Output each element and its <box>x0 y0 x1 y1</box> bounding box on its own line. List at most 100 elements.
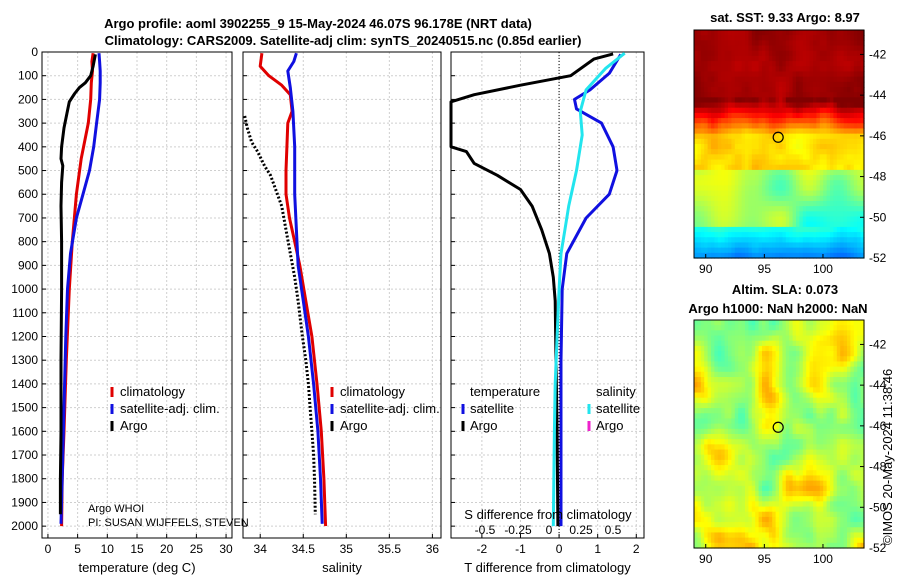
map-cell <box>850 371 855 378</box>
map-cell <box>830 527 834 534</box>
map-cell <box>843 87 848 93</box>
map-cell <box>721 418 726 425</box>
map-cell <box>738 335 743 342</box>
map-cell <box>840 361 845 368</box>
map-cell <box>697 356 702 363</box>
map-cell <box>826 387 831 394</box>
map-cell <box>721 366 726 373</box>
map-cell <box>738 491 743 497</box>
map-cell <box>796 237 800 244</box>
map-cell <box>734 30 739 36</box>
map-cell <box>826 35 831 41</box>
map-cell <box>819 112 824 119</box>
map-cell <box>741 475 746 482</box>
map-cell <box>762 112 766 119</box>
map-cell <box>700 123 705 130</box>
map-cell <box>748 320 753 326</box>
map-cell <box>741 133 746 140</box>
map-cell <box>694 491 698 497</box>
map-cell <box>836 506 841 513</box>
map-cell <box>734 387 739 394</box>
map-cell <box>755 402 760 409</box>
map-cell <box>717 542 722 549</box>
map-cell <box>782 345 787 352</box>
map-cell <box>741 128 746 135</box>
map-cell <box>806 537 811 544</box>
map-cell <box>782 511 787 518</box>
map-cell <box>847 201 851 207</box>
map-cell <box>840 356 845 363</box>
map-cell <box>717 537 722 544</box>
map-cell <box>847 382 851 388</box>
map-cell <box>826 226 831 233</box>
map-cell <box>792 216 797 223</box>
map-cell <box>745 366 749 373</box>
map-cell <box>714 107 719 114</box>
map-cell <box>724 252 729 259</box>
map-cell <box>707 434 712 440</box>
map-cell <box>802 112 807 119</box>
map-cell <box>785 102 790 109</box>
map-cell <box>816 232 821 238</box>
map-cell <box>745 252 749 259</box>
map-cell <box>789 351 794 357</box>
map-cell <box>714 216 719 223</box>
map-cell <box>860 459 865 466</box>
map-cell <box>853 40 858 47</box>
map-cell <box>772 434 777 440</box>
map-cell <box>853 402 858 409</box>
map-cell <box>847 506 851 513</box>
map-cell <box>816 501 821 508</box>
map-cell <box>816 180 821 187</box>
map-cell <box>738 226 743 233</box>
map-cell <box>785 190 790 197</box>
y-tick-label: 1800 <box>11 472 38 486</box>
map-cell <box>728 387 732 394</box>
map-cell <box>704 387 709 394</box>
map-cell <box>721 402 726 409</box>
map-cell <box>755 397 760 404</box>
map-cell <box>779 35 783 41</box>
map-cell <box>836 449 841 456</box>
map-cell <box>700 185 705 192</box>
map-cell <box>782 444 787 451</box>
map-cell <box>796 180 800 187</box>
map-cell <box>853 71 858 78</box>
map-cell <box>717 361 722 368</box>
map-cell <box>850 387 855 394</box>
map-cell <box>789 408 794 414</box>
map-cell <box>813 195 817 202</box>
map-cell <box>711 237 715 244</box>
map-cell <box>772 159 777 166</box>
sla-map: 90 95 100-42-44-46-48-50-52 <box>693 319 887 566</box>
map-cell <box>843 71 848 78</box>
map-cell <box>741 366 746 373</box>
map-cell <box>860 496 865 502</box>
map-cell <box>836 87 841 93</box>
y-tick-label: 1000 <box>11 282 38 296</box>
map-cell <box>809 118 814 124</box>
map-cell <box>714 190 719 197</box>
map-cell <box>738 522 743 528</box>
map-cell <box>765 107 770 114</box>
map-cell <box>707 325 712 331</box>
map-cell <box>809 527 814 534</box>
map-cell <box>711 175 715 181</box>
map-cell <box>809 511 814 518</box>
map-cell <box>745 537 749 544</box>
map-cell <box>714 470 719 477</box>
map-cell <box>697 164 702 171</box>
map-cell <box>830 402 834 409</box>
map-cell <box>775 237 780 244</box>
map-cell <box>823 242 828 249</box>
map-cell <box>700 485 705 492</box>
map-cell <box>765 496 770 502</box>
map-cell <box>707 485 712 492</box>
map-cell <box>745 55 749 62</box>
map-cell <box>728 522 732 528</box>
map-cell <box>768 491 773 497</box>
map-cell <box>717 330 722 337</box>
map-cell <box>789 454 794 461</box>
map-cell <box>765 247 770 254</box>
map-cell <box>711 351 715 357</box>
